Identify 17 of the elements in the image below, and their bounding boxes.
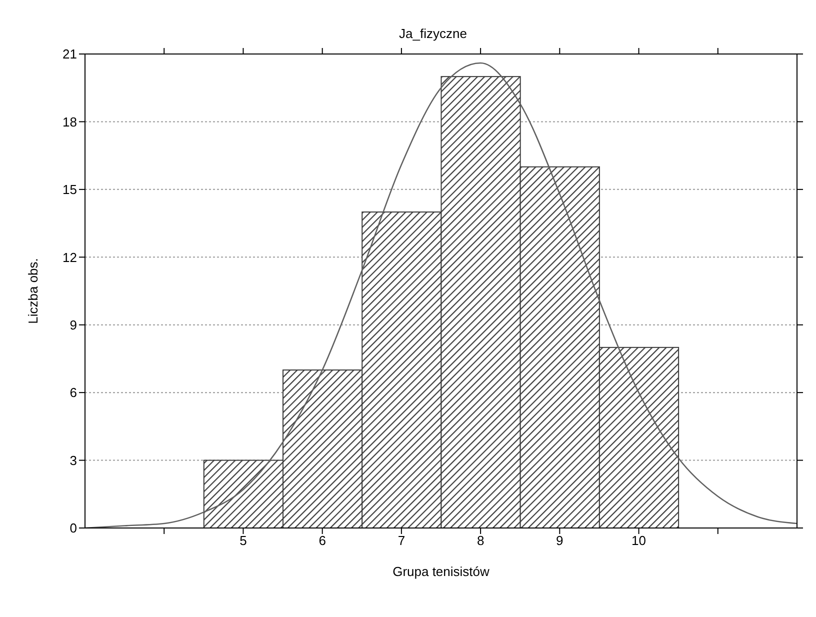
y-axis-title: Liczba obs. [26,258,41,324]
x-tick-label: 10 [632,533,646,548]
x-tick-label: 9 [556,533,564,548]
y-tick-label: 12 [62,250,77,265]
x-tick-label: 7 [398,533,406,548]
y-tick-label: 9 [70,317,77,332]
x-tick-label: 5 [240,533,247,548]
x-tick-label: 8 [476,533,484,548]
y-tick-label: 18 [62,114,77,130]
x-axis-title: Grupa tenisistów [392,564,490,579]
y-tick-label: 15 [62,182,77,198]
y-tick-label: 3 [70,452,77,468]
x-tick-label: 6 [318,533,326,548]
y-tick-label: 6 [70,385,77,400]
chart-title: Ja_fizyczne [399,26,467,41]
y-tick-label: 21 [62,46,77,62]
y-tick-label: 0 [70,520,77,536]
